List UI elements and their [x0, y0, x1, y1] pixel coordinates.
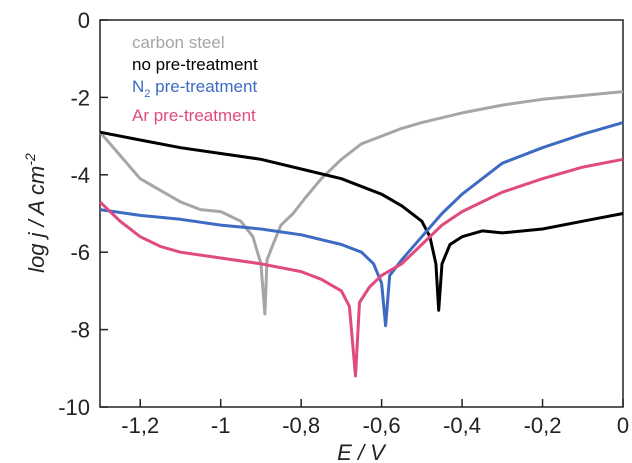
- y-axis-label-superscript: -2: [22, 153, 38, 166]
- series-line-ar-pre-treatment: [98, 157, 624, 378]
- legend-entry-ar-pre-treatment: Ar pre-treatment: [132, 106, 256, 125]
- series-line-no-pre-treatment: [99, 130, 624, 312]
- series-layer: [98, 90, 624, 378]
- y-tick-label: -6: [70, 240, 90, 265]
- series-line-carbon-steel: [98, 90, 624, 316]
- legend-entry-n2-pre-treatment: N2 pre-treatment: [132, 77, 257, 100]
- legend-entry-no-pre-treatment: no pre-treatment: [132, 55, 258, 74]
- y-axis-label-main: log j / A cm: [24, 166, 49, 273]
- x-tick-label: -0,8: [282, 413, 320, 438]
- legend-n2-main: N: [132, 77, 144, 96]
- x-tick-label: -1: [211, 413, 231, 438]
- x-tick-label: -0,2: [524, 413, 562, 438]
- y-tick-label: -4: [70, 163, 90, 188]
- y-tick-label: 0: [78, 8, 90, 33]
- y-tick-label: -8: [70, 318, 90, 343]
- x-axis-label: E / V: [337, 440, 387, 463]
- x-tick-label: 0: [617, 413, 629, 438]
- legend-n2-rest: pre-treatment: [150, 77, 257, 96]
- y-tick-label: -10: [58, 395, 90, 420]
- x-tick-label: -0,4: [443, 413, 481, 438]
- legend-entry-carbon-steel: carbon steel: [132, 33, 225, 52]
- series-line-n2-pre-treatment: [99, 121, 624, 328]
- y-tick-label: -2: [70, 85, 90, 110]
- axis-ticks: -1,2 -1 -0,8 -0,6 -0,4 -0,2 0 0 -2 -4 -6 -8 -10: [58, 8, 629, 438]
- legend-n2-subscript: 2: [144, 88, 150, 100]
- legend: carbon steel no pre-treatment N2 pre-tre…: [132, 33, 258, 125]
- y-axis-label: log j / A cm-2: [22, 153, 49, 273]
- x-tick-label: -1,2: [121, 413, 159, 438]
- x-tick-label: -0,6: [363, 413, 401, 438]
